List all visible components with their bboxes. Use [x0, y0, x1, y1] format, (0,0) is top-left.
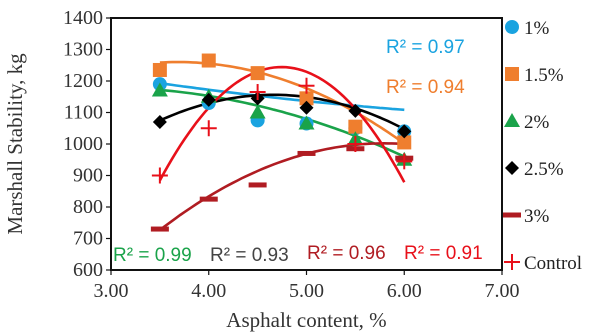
legend-marker-control — [504, 254, 520, 270]
point-3 — [150, 226, 169, 232]
y-tick-label: 1200 — [63, 70, 103, 92]
trendline-1-5 — [159, 60, 406, 145]
r2-annotation: R² = 0.96 — [307, 243, 386, 264]
point-3 — [248, 182, 267, 188]
point-1-5 — [250, 66, 265, 81]
point-1-5 — [201, 53, 216, 68]
r2-annotation: R² = 0.91 — [404, 243, 483, 264]
axes: 600 700 800 900 1000 1100 1200 1300 1400 3.00 4.00… — [3, 7, 520, 332]
point-2-5 — [299, 100, 314, 115]
point-1-5 — [348, 119, 363, 134]
y-tick-label: 700 — [73, 228, 103, 250]
point-1-5 — [397, 135, 412, 150]
point-control — [151, 167, 168, 184]
trendline-3 — [159, 141, 405, 232]
legend-label-3: 3% — [524, 206, 550, 227]
r2-annotation: R² = 0.93 — [210, 245, 289, 266]
trendlines — [158, 60, 406, 232]
y-tick-label: 900 — [73, 165, 103, 187]
legend: 1% 1.5% 2% 2.5% 3% Control — [503, 18, 582, 274]
point-control — [396, 153, 413, 170]
trendline-1 — [159, 81, 405, 112]
y-tick-label: 1400 — [63, 7, 103, 29]
x-tick-label: 3.00 — [94, 280, 129, 302]
point-2 — [249, 104, 266, 119]
trendline-control — [158, 65, 406, 183]
point-3 — [297, 150, 316, 156]
legend-marker-2 — [504, 113, 520, 127]
legend-marker-1-5 — [505, 67, 519, 81]
point-1-5 — [299, 91, 314, 106]
point-control — [298, 77, 315, 94]
y-tick-label: 1000 — [63, 133, 103, 155]
trendline-2 — [159, 88, 405, 158]
x-tick-label: 4.00 — [191, 280, 226, 302]
x-tick-label: 5.00 — [289, 280, 324, 302]
legend-label-2-5: 2.5% — [524, 159, 564, 180]
legend-marker-1 — [505, 20, 519, 34]
point-3 — [199, 196, 218, 202]
r2-annotation: R² = 0.94 — [386, 77, 465, 98]
point-2-5 — [201, 92, 216, 107]
point-2 — [298, 115, 315, 130]
x-tick-label: 6.00 — [387, 280, 422, 302]
x-tick-label: 7.00 — [485, 280, 520, 302]
r2-annotations: R² = 0.97 R² = 0.94 R² = 0.99 R² = 0.93 R² =… — [113, 37, 483, 266]
trendline-2-5 — [159, 93, 405, 131]
point-2-5 — [152, 114, 167, 129]
point-2 — [151, 82, 168, 97]
data-markers — [150, 53, 414, 232]
y-tick-label: 800 — [73, 196, 103, 218]
x-axis-title: Asphalt content, % — [226, 308, 386, 332]
point-2-5 — [397, 124, 412, 139]
y-tick-label: 1100 — [64, 102, 103, 124]
legend-label-control: Control — [524, 253, 582, 274]
y-axis-title: Marshall Stability, kg — [3, 53, 27, 235]
r2-annotation: R² = 0.97 — [386, 37, 465, 58]
r2-annotation: R² = 0.99 — [113, 245, 192, 266]
legend-label-2: 2% — [524, 112, 550, 133]
point-control — [200, 120, 217, 137]
point-control — [249, 84, 266, 101]
legend-label-1: 1% — [524, 18, 550, 39]
point-1-5 — [152, 62, 167, 77]
legend-marker-3 — [503, 212, 521, 218]
point-2-5 — [348, 103, 363, 118]
point-control — [347, 136, 364, 152]
y-tick-label: 600 — [73, 259, 103, 281]
y-tick-label: 1300 — [63, 39, 103, 61]
legend-label-1-5: 1.5% — [524, 65, 564, 86]
legend-marker-2-5 — [505, 161, 519, 175]
